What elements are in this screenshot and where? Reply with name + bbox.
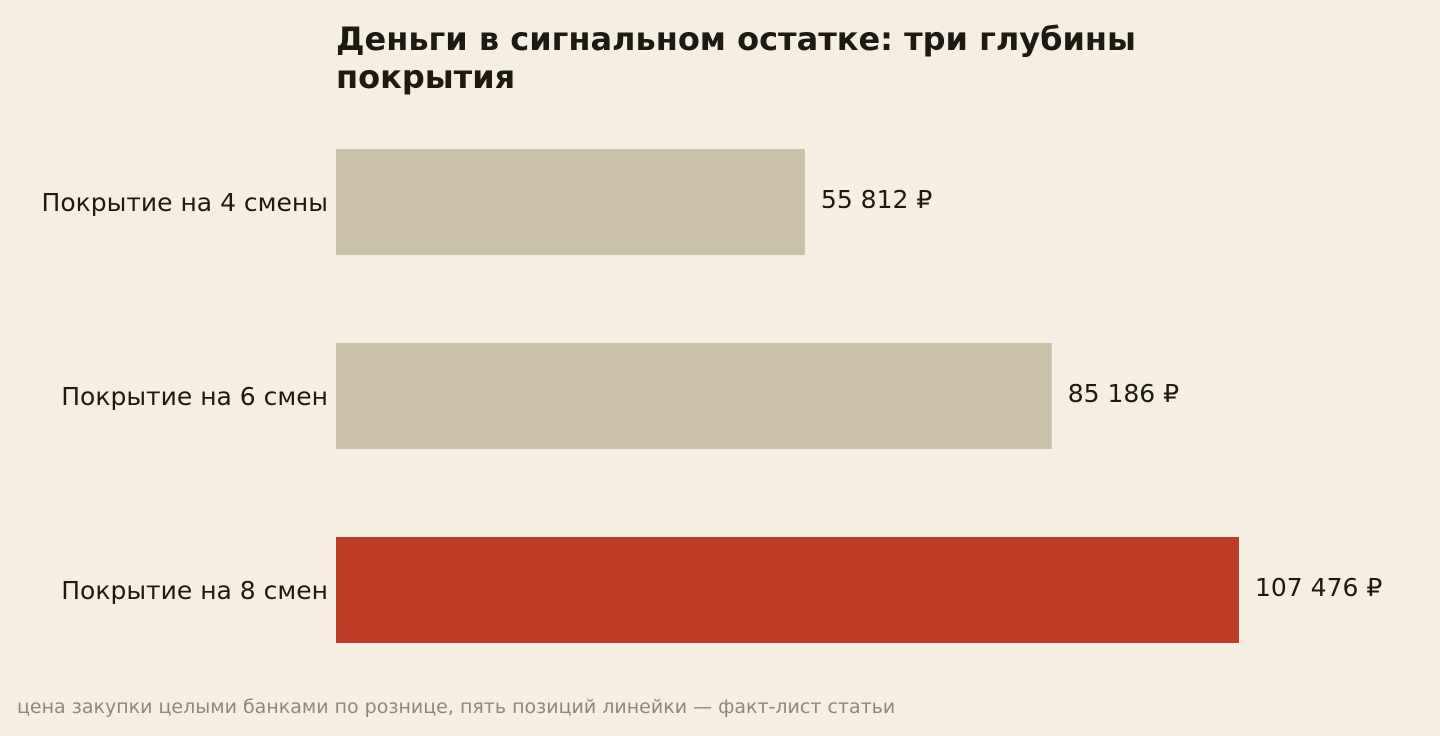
value-label-3: 107 476 ₽ — [1255, 573, 1382, 602]
chart-title: Деньги в сигнальном остатке: три глубины… — [336, 20, 1136, 96]
category-label-1: Покрытие на 4 смены — [42, 188, 328, 217]
value-label-1: 55 812 ₽ — [821, 185, 932, 214]
bar-2 — [336, 343, 1052, 449]
footnote: цена закупки целыми банками по рознице, … — [17, 696, 896, 718]
bar-3 — [336, 537, 1239, 643]
value-label-2: 85 186 ₽ — [1068, 379, 1179, 408]
bar-1 — [336, 149, 805, 255]
category-label-3: Покрытие на 8 смен — [61, 576, 328, 605]
category-label-2: Покрытие на 6 смен — [61, 382, 328, 411]
bars-group: Покрытие на 4 смены 55 812 ₽ Покрытие на 6… — [42, 149, 1382, 643]
